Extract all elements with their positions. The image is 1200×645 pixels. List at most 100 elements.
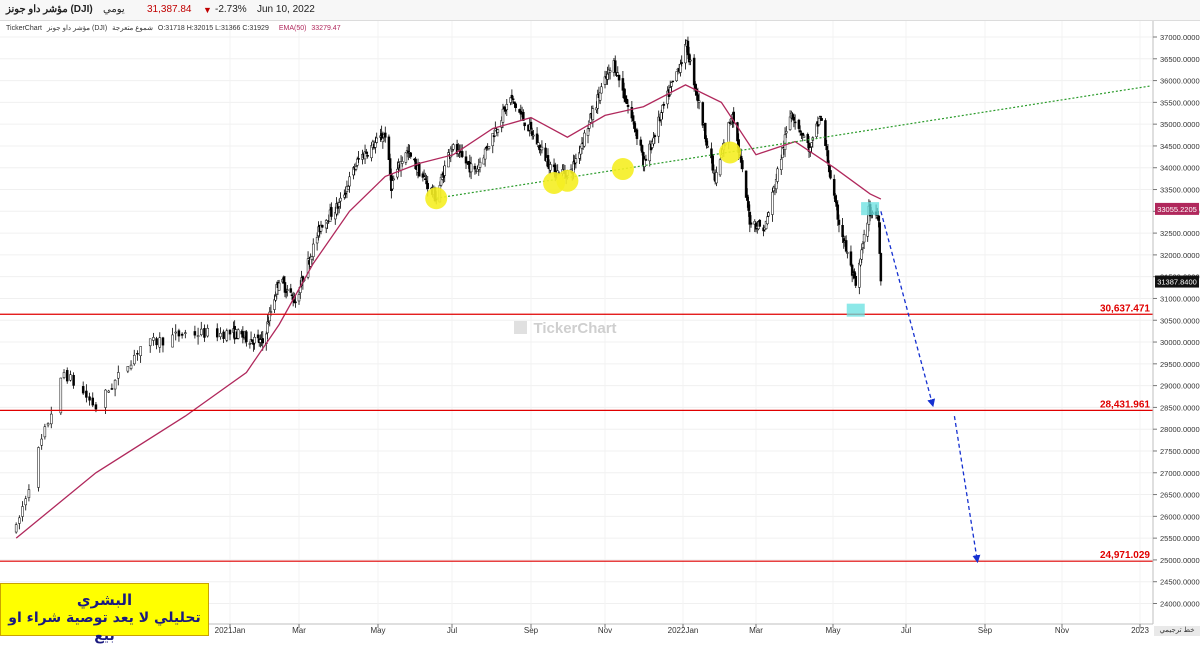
candle bbox=[496, 129, 500, 133]
candle bbox=[85, 390, 88, 398]
candle bbox=[841, 225, 844, 238]
chart-info-line: TickerChart مؤشر داو جونز (DJI) شموع متع… bbox=[6, 24, 341, 32]
candle bbox=[50, 413, 53, 425]
candle bbox=[158, 337, 162, 348]
instrument-name[interactable]: مؤشر داو جونز (DJI) bbox=[6, 4, 93, 15]
candle bbox=[256, 334, 260, 339]
price-tag-box bbox=[1155, 202, 1199, 215]
candle bbox=[511, 98, 515, 101]
candle bbox=[346, 186, 350, 190]
corner-scale-button[interactable]: خط ترجيمي bbox=[1154, 626, 1200, 636]
projection-leg-1 bbox=[880, 211, 936, 408]
y-tick-label: 36000.0000 bbox=[1160, 77, 1200, 86]
projection-leg-2 bbox=[953, 416, 981, 564]
candle bbox=[802, 135, 806, 138]
candle bbox=[259, 339, 262, 343]
candle bbox=[104, 389, 107, 408]
candle bbox=[330, 207, 333, 217]
price-tag-box bbox=[1155, 275, 1199, 288]
candle bbox=[69, 374, 72, 381]
candle bbox=[697, 100, 701, 103]
candle bbox=[879, 253, 883, 282]
candle bbox=[110, 388, 114, 390]
candle bbox=[222, 331, 225, 339]
candle bbox=[671, 80, 675, 83]
touch-marker bbox=[556, 169, 579, 192]
candle bbox=[21, 506, 24, 517]
change-percent: -2.73% bbox=[215, 4, 247, 15]
candle bbox=[113, 379, 117, 390]
period-label[interactable]: يومي bbox=[103, 4, 125, 15]
candle bbox=[215, 328, 219, 338]
candle bbox=[72, 374, 75, 386]
candle bbox=[91, 397, 95, 406]
candle bbox=[289, 288, 293, 293]
candle bbox=[686, 40, 690, 56]
candle bbox=[675, 71, 678, 82]
candle bbox=[177, 330, 181, 337]
candle bbox=[801, 132, 804, 136]
candle bbox=[27, 489, 31, 498]
candle bbox=[817, 118, 821, 125]
candle bbox=[391, 180, 394, 190]
candle bbox=[297, 294, 301, 302]
candle bbox=[549, 164, 552, 171]
candle bbox=[689, 59, 692, 62]
candle bbox=[860, 249, 863, 260]
candle bbox=[136, 352, 139, 355]
candle bbox=[701, 102, 705, 126]
candle bbox=[363, 151, 367, 160]
x-tick-label: 2021Jan bbox=[215, 626, 246, 635]
candle bbox=[404, 152, 408, 163]
candle bbox=[59, 377, 63, 414]
candle bbox=[640, 145, 644, 153]
candle bbox=[712, 172, 716, 174]
candle bbox=[705, 138, 708, 146]
candle bbox=[384, 132, 387, 138]
candle bbox=[206, 328, 209, 337]
candle bbox=[858, 262, 861, 288]
support-label: 28,431.961 bbox=[1100, 399, 1150, 410]
candle bbox=[510, 94, 514, 99]
candle bbox=[356, 158, 359, 166]
candle bbox=[774, 179, 778, 190]
x-tick-label: May bbox=[370, 626, 385, 635]
candle bbox=[829, 170, 832, 179]
candle bbox=[452, 144, 455, 150]
candle bbox=[837, 219, 841, 225]
ema-line bbox=[15, 84, 882, 539]
support-label: 24,971.029 bbox=[1100, 550, 1150, 561]
touch-marker bbox=[611, 158, 634, 181]
candle bbox=[706, 145, 709, 148]
candle bbox=[849, 251, 853, 266]
candle bbox=[613, 60, 617, 73]
candle bbox=[94, 404, 98, 410]
candle bbox=[653, 135, 657, 138]
candle bbox=[321, 224, 324, 228]
candle bbox=[779, 158, 783, 170]
candle bbox=[854, 275, 857, 286]
candle bbox=[269, 311, 273, 313]
candle bbox=[680, 62, 683, 64]
disclaimer-author: البشري bbox=[76, 591, 133, 609]
touch-marker bbox=[425, 187, 448, 210]
candlestick-series bbox=[14, 36, 883, 534]
candle bbox=[88, 396, 91, 401]
x-tick-label: Jul bbox=[901, 626, 911, 635]
x-tick-label: Nov bbox=[1055, 626, 1069, 635]
candle bbox=[447, 152, 450, 168]
candle bbox=[859, 258, 862, 266]
candle bbox=[532, 134, 535, 137]
candle bbox=[797, 119, 801, 129]
candle bbox=[696, 94, 700, 102]
y-tick-label: 30500.0000 bbox=[1160, 316, 1200, 325]
candle bbox=[267, 322, 270, 325]
candle bbox=[139, 346, 142, 357]
candle bbox=[639, 139, 643, 146]
candle bbox=[704, 122, 707, 140]
candle bbox=[670, 82, 673, 87]
candle bbox=[126, 366, 130, 372]
candle bbox=[46, 423, 50, 426]
candle bbox=[357, 158, 360, 160]
